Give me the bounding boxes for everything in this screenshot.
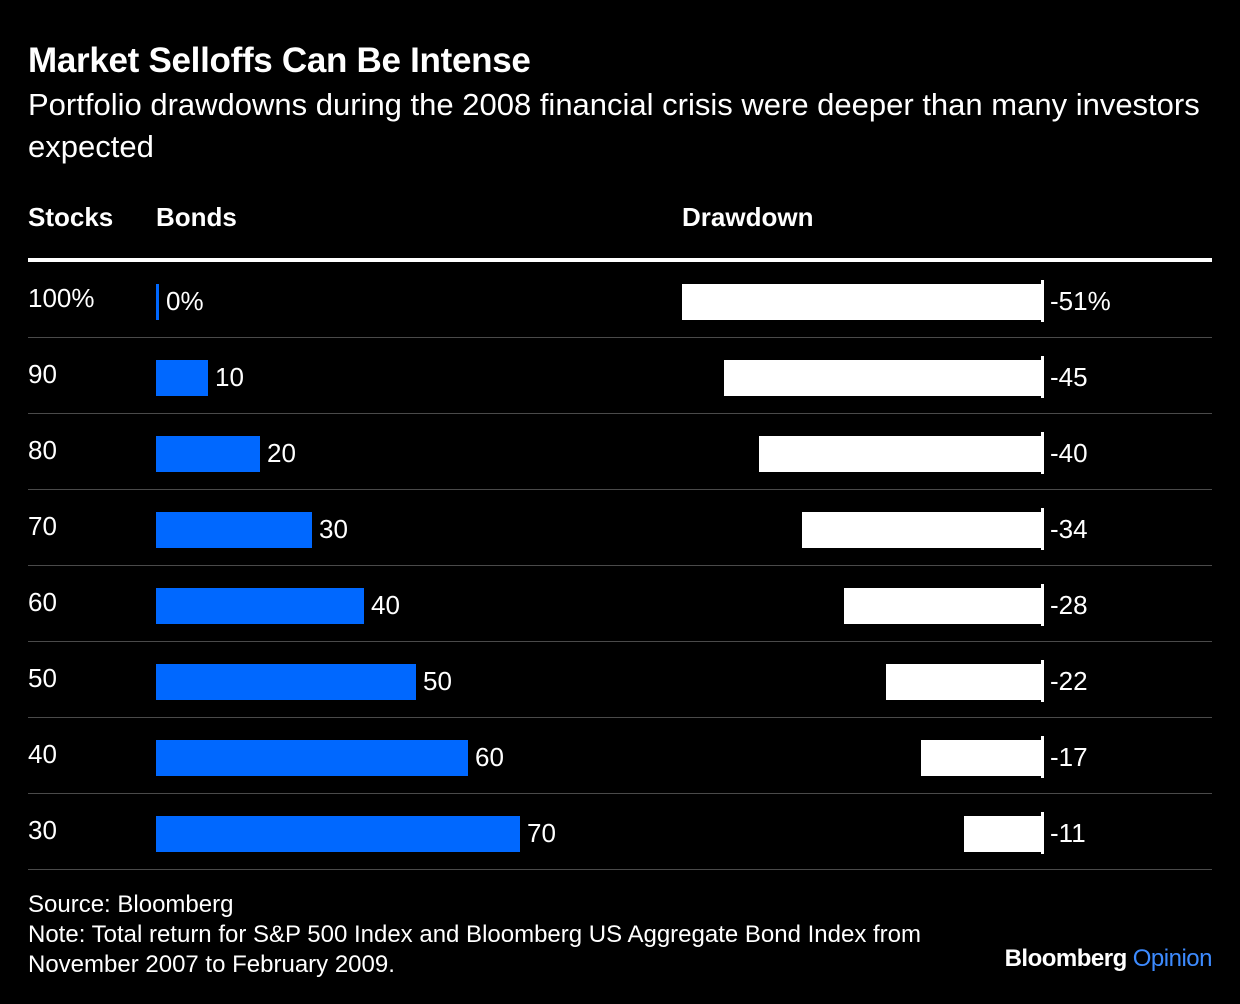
drawdown-value-label: -17	[1050, 742, 1088, 772]
chart-row: 70 30 -34	[0, 490, 1240, 566]
bonds-bar	[156, 436, 260, 472]
drawdown-bar	[724, 360, 1041, 396]
bonds-value-label: 0%	[166, 286, 204, 316]
header-rule	[28, 258, 1212, 262]
row-divider	[28, 869, 1212, 870]
stocks-label: 40	[28, 739, 57, 769]
drawdown-bar	[921, 740, 1041, 776]
brand-logo-opinion: Opinion	[1132, 945, 1213, 972]
bonds-value-label: 50	[423, 666, 452, 696]
footer: Source: Bloomberg Note: Total return for…	[28, 890, 928, 980]
drawdown-bar	[759, 436, 1041, 472]
drawdown-value-label: -51%	[1050, 286, 1111, 316]
bonds-value-label: 40	[371, 590, 400, 620]
drawdown-zero-axis	[1041, 432, 1044, 474]
stocks-label: 90	[28, 359, 57, 389]
bonds-bar	[156, 512, 312, 548]
bonds-value-label: 30	[319, 514, 348, 544]
bonds-value-label: 10	[215, 362, 244, 392]
drawdown-value-label: -11	[1050, 818, 1086, 848]
column-header-stocks: Stocks	[28, 202, 114, 232]
brand-logo-bloomberg: Bloomberg	[1004, 945, 1128, 972]
drawdown-value-label: -40	[1050, 438, 1088, 468]
row-divider	[28, 793, 1212, 794]
chart-row: 100% 0% -51%	[0, 262, 1240, 338]
row-divider	[28, 641, 1212, 642]
stocks-label: 80	[28, 435, 57, 465]
chart-title: Market Selloffs Can Be Intense	[28, 41, 531, 80]
chart-row: 80 20 -40	[0, 414, 1240, 490]
row-divider	[28, 413, 1212, 414]
row-divider	[28, 337, 1212, 338]
stocks-label: 30	[28, 815, 57, 845]
bonds-bar	[156, 740, 468, 776]
methodology-note: Note: Total return for S&P 500 Index and…	[28, 921, 921, 978]
drawdown-zero-axis	[1041, 508, 1044, 550]
chart-row: 30 70 -11	[0, 794, 1240, 870]
row-divider	[28, 565, 1212, 566]
stocks-label: 100%	[28, 283, 95, 313]
bonds-value-label: 60	[475, 742, 504, 772]
stocks-label: 70	[28, 511, 57, 541]
column-header-bonds: Bonds	[156, 202, 237, 232]
source-note: Source: Bloomberg	[28, 891, 234, 918]
chart-row: 60 40 -28	[0, 566, 1240, 642]
drawdown-value-label: -22	[1050, 666, 1088, 696]
bonds-bar	[156, 360, 208, 396]
drawdown-bar	[843, 588, 1041, 624]
chart-row: 90 10 -45	[0, 338, 1240, 414]
bonds-bar	[156, 284, 159, 320]
row-divider	[28, 489, 1212, 490]
drawdown-value-label: -34	[1050, 514, 1088, 544]
drawdown-zero-axis	[1041, 660, 1044, 702]
drawdown-zero-axis	[1041, 356, 1044, 398]
drawdown-zero-axis	[1041, 812, 1044, 854]
drawdown-zero-axis	[1041, 736, 1044, 778]
bonds-bar	[156, 588, 364, 624]
drawdown-zero-axis	[1041, 584, 1044, 626]
chart-subtitle: Portfolio drawdowns during the 2008 fina…	[28, 87, 1200, 164]
row-divider	[28, 717, 1212, 718]
drawdown-bar	[963, 816, 1041, 852]
column-header-drawdown: Drawdown	[682, 202, 814, 232]
bonds-value-label: 20	[267, 438, 296, 468]
drawdown-value-label: -45	[1050, 362, 1088, 392]
drawdown-bar	[682, 284, 1041, 320]
drawdown-bar	[886, 664, 1041, 700]
bonds-bar	[156, 816, 520, 852]
stocks-label: 50	[28, 663, 57, 693]
brand-logo: Bloomberg Opinion	[1004, 944, 1213, 974]
drawdown-value-label: -28	[1050, 590, 1088, 620]
chart-row: 50 50 -22	[0, 642, 1240, 718]
bonds-bar	[156, 664, 416, 700]
drawdown-bar	[801, 512, 1041, 548]
stocks-label: 60	[28, 587, 57, 617]
bonds-value-label: 70	[527, 818, 556, 848]
chart-row: 40 60 -17	[0, 718, 1240, 794]
drawdown-zero-axis	[1041, 280, 1044, 322]
